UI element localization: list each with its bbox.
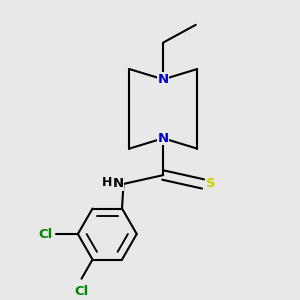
Text: N: N	[158, 73, 169, 86]
Text: N: N	[112, 177, 124, 190]
Text: N: N	[158, 132, 169, 145]
Text: H: H	[102, 176, 112, 189]
Text: Cl: Cl	[38, 227, 53, 241]
Text: Cl: Cl	[74, 285, 88, 298]
Text: S: S	[206, 177, 216, 190]
